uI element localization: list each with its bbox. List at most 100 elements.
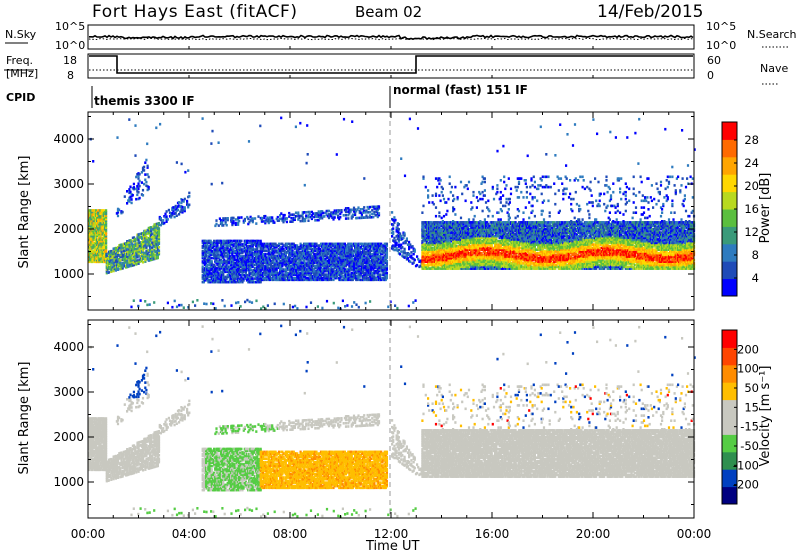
power-cell — [291, 264, 294, 268]
power-cell — [291, 252, 294, 256]
power-cell — [236, 246, 239, 250]
power-cell — [235, 265, 238, 268]
power-cell — [129, 259, 132, 263]
power-cell — [188, 191, 191, 195]
power-cell — [89, 221, 92, 224]
power-cell — [382, 259, 385, 263]
power-cell — [215, 261, 218, 265]
power-cell — [218, 267, 221, 270]
power-cell — [215, 219, 218, 222]
power-cell — [105, 233, 108, 236]
power-cell — [235, 258, 238, 262]
power-cell — [296, 244, 299, 247]
power-cell — [339, 259, 342, 263]
power-cell — [360, 263, 363, 266]
power-cell — [93, 233, 96, 236]
power-cell — [227, 267, 230, 270]
power-cell — [113, 250, 116, 254]
power-cell — [332, 258, 335, 261]
power-cell — [357, 269, 360, 273]
power-cell — [335, 269, 338, 273]
power-cell — [215, 256, 218, 260]
power-cell — [241, 243, 244, 246]
power-cell — [230, 272, 233, 275]
power-cell — [279, 269, 282, 273]
power-cell — [342, 266, 345, 270]
power-cell — [129, 240, 132, 244]
power-cell — [340, 209, 343, 212]
power-cell — [284, 252, 287, 256]
power-cell — [246, 215, 249, 219]
power-cell — [275, 259, 278, 263]
power-cell — [214, 256, 217, 260]
power-cell — [217, 253, 220, 256]
power-cell — [305, 268, 308, 271]
power-cell — [276, 275, 279, 278]
power-cell — [230, 239, 233, 243]
power-cell — [323, 254, 326, 258]
power-cell — [135, 254, 138, 257]
power-cell — [248, 272, 251, 275]
power-cell — [346, 258, 349, 261]
power-cell — [223, 258, 226, 262]
power-cell — [201, 267, 204, 270]
power-cell — [120, 248, 123, 252]
power-cell — [330, 256, 333, 259]
power-cell — [118, 254, 121, 257]
power-cell — [121, 210, 124, 214]
power-cell — [299, 259, 302, 263]
power-cell — [89, 236, 92, 240]
power-cell — [319, 258, 323, 261]
power-cell — [135, 256, 138, 259]
power-cell — [377, 264, 381, 268]
power-cell — [316, 261, 319, 264]
power-cell — [348, 269, 351, 273]
power-cell — [264, 254, 267, 258]
power-cell — [331, 242, 334, 246]
power-cell — [145, 241, 148, 244]
power-cell — [258, 258, 261, 262]
power-cell — [279, 246, 282, 249]
power-cell — [259, 269, 262, 273]
power-cell — [299, 219, 302, 223]
power-cell — [235, 273, 238, 277]
power-cell — [395, 247, 398, 250]
power-cell — [357, 247, 360, 251]
power-cell — [218, 261, 221, 265]
power-cell — [301, 261, 304, 264]
power-cell — [98, 248, 101, 252]
power-cell — [101, 243, 104, 246]
power-cell — [89, 248, 92, 252]
power-cell — [369, 249, 373, 252]
power-cell — [363, 276, 366, 280]
power-cell — [220, 248, 224, 251]
power-cell — [339, 256, 342, 259]
power-cell — [171, 213, 174, 217]
power-cell — [263, 216, 266, 220]
power-cell — [260, 268, 263, 271]
power-cell — [410, 251, 413, 254]
power-cell — [268, 268, 271, 271]
power-cell — [302, 278, 306, 282]
power-cell — [298, 246, 301, 249]
power-cell — [228, 258, 232, 262]
power-cell — [135, 175, 138, 179]
power-cell — [337, 268, 340, 271]
power-cell — [357, 273, 360, 276]
power-cell — [251, 256, 254, 260]
power-cell — [373, 247, 376, 251]
power-cell — [372, 256, 375, 259]
power-cell — [330, 258, 333, 261]
power-cell — [275, 217, 278, 221]
power-cell — [399, 252, 402, 256]
power-cell — [230, 256, 233, 260]
power-cell — [102, 216, 105, 219]
power-cell — [138, 232, 141, 236]
power-cell — [92, 251, 95, 255]
power-cell — [379, 247, 382, 251]
power-cell — [376, 261, 379, 264]
power-cell — [210, 250, 213, 253]
power-cell — [351, 271, 354, 275]
power-cell — [281, 242, 284, 246]
